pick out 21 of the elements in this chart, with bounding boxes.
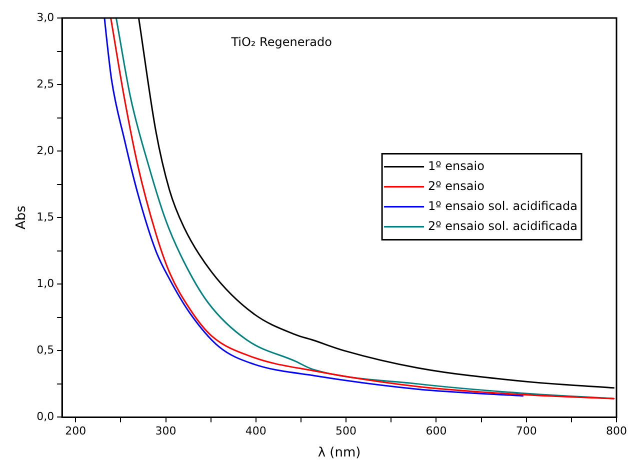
x-tick-label: 300 [155,424,176,438]
legend-label: 1º ensaio [428,158,484,173]
x-tick-label: 500 [336,424,357,438]
y-tick-label: 3,0 [36,10,54,24]
y-tick-label: 0,5 [36,344,54,357]
legend-label: 2º ensaio sol. acidificada [428,218,578,233]
y-tick-label: 2,5 [36,77,54,90]
x-axis-title: λ (nm) [318,446,361,461]
x-tick-label: 800 [606,424,627,438]
y-tick-label: 0,0 [36,410,54,424]
legend-label: 2º ensaio [428,178,484,193]
y-tick-label: 1,0 [36,276,54,290]
y-axis-title: Abs [14,205,30,230]
y-tick-label: 1,5 [36,210,54,224]
x-tick-label: 200 [65,424,86,438]
text: TiO₂ Regenerado [230,35,332,50]
y-tick-label: 2,0 [36,144,54,157]
x-tick-label: 700 [516,424,537,438]
legend-label: 1º ensaio sol. acidificada [428,198,578,213]
x-tick-label: 600 [426,424,447,438]
x-tick-label: 400 [245,424,266,438]
